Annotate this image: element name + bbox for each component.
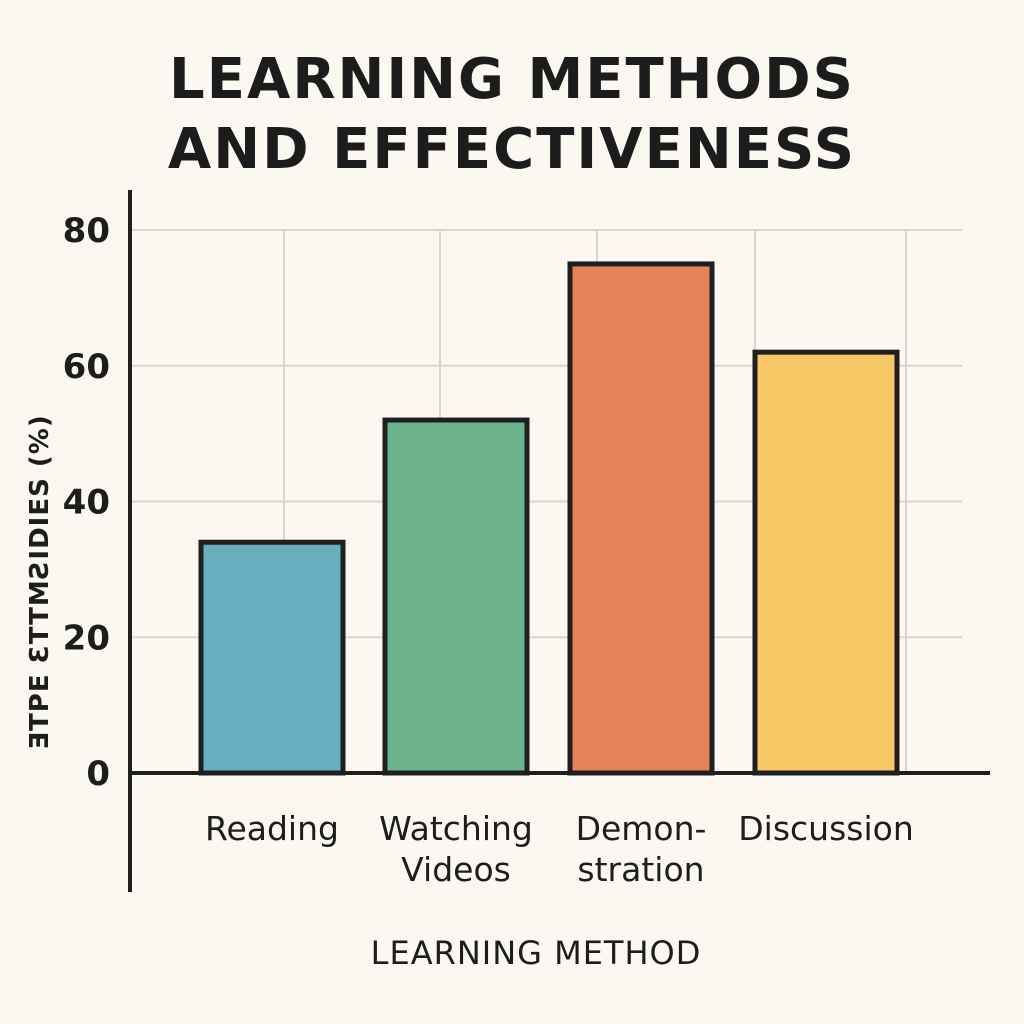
bars bbox=[198, 261, 900, 776]
x-tick-label: Demon- bbox=[576, 809, 707, 848]
chart-title-line-2: AND EFFECTIVENESS bbox=[167, 117, 857, 182]
x-tick-label: Reading bbox=[205, 809, 339, 848]
axes bbox=[128, 190, 990, 892]
y-tick-label: 40 bbox=[63, 483, 110, 523]
x-tick-label: stration bbox=[577, 850, 704, 889]
y-tick-label: 20 bbox=[63, 618, 110, 658]
bar-reading bbox=[198, 539, 346, 776]
bar-discussion bbox=[752, 349, 900, 776]
x-tick-label: Videos bbox=[401, 850, 511, 889]
y-tick-labels: 0 20 40 60 80 bbox=[63, 211, 110, 794]
bar-demonstration bbox=[567, 261, 715, 776]
y-axis-title: ƎTPE ƐTTMƧIDIES (%) bbox=[25, 414, 55, 749]
bar-watching-videos bbox=[382, 417, 530, 776]
chart-title-line-1: LEARNING METHODS bbox=[169, 47, 855, 112]
y-tick-label: 0 bbox=[86, 754, 110, 794]
x-tick-label: Watching bbox=[379, 809, 533, 848]
x-tick-label: Discussion bbox=[738, 809, 914, 848]
y-tick-label: 80 bbox=[63, 211, 110, 251]
y-tick-label: 60 bbox=[63, 347, 110, 387]
x-axis-title: LEARNING METHOD bbox=[371, 934, 702, 972]
